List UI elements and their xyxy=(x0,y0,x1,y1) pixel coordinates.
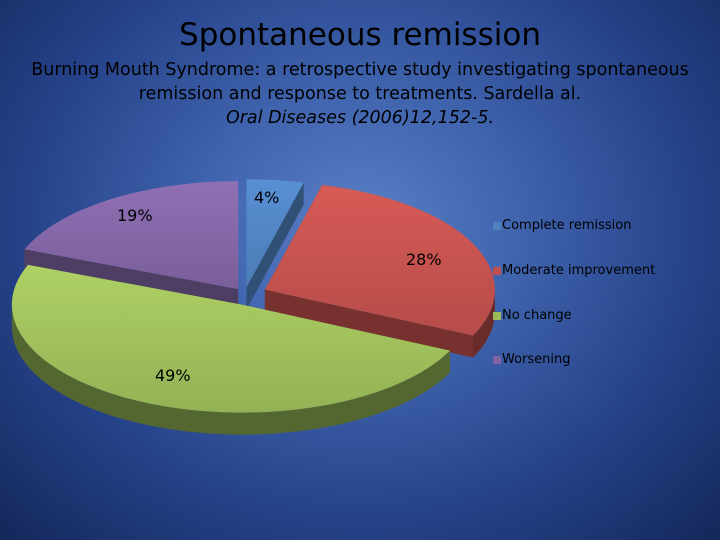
slice-wall xyxy=(11,304,450,435)
legend-item-complete-remission: Complete remission xyxy=(493,218,631,233)
data-label-moderate-improvement: 28% xyxy=(406,250,442,269)
slide-title: Spontaneous remission xyxy=(179,17,541,53)
citation-line-2: remission and response to treatments. Sa… xyxy=(138,84,582,104)
legend-item-no-change: No change xyxy=(493,308,572,323)
slice-side-face xyxy=(246,182,304,310)
legend-label: Complete remission xyxy=(502,218,632,233)
slice-top xyxy=(246,179,304,288)
slice-top xyxy=(24,181,239,290)
legend-swatch xyxy=(493,355,501,364)
legend-label: Worsening xyxy=(502,352,571,367)
legend-item-worsening: Worsening xyxy=(493,352,571,367)
data-label-complete-remission: 4% xyxy=(254,188,280,207)
slice-wall xyxy=(473,289,495,358)
pie-slice-moderate-improvement xyxy=(264,184,495,358)
legend-item-moderate-improvement: Moderate improvement xyxy=(493,263,655,278)
pie-slice-no-change xyxy=(11,264,450,435)
legend-swatch xyxy=(493,311,501,320)
citation: Burning Mouth Syndrome: a retrospective … xyxy=(30,58,690,130)
citation-line-1: Burning Mouth Syndrome: a retrospective … xyxy=(31,60,689,80)
data-label-worsening: 19% xyxy=(117,206,153,225)
legend-label: Moderate improvement xyxy=(502,263,656,278)
data-label-no-change: 49% xyxy=(155,366,191,385)
slice-top xyxy=(264,184,495,336)
slice-side-face xyxy=(264,289,474,358)
slice-top xyxy=(11,264,450,413)
pie-slice-complete-remission xyxy=(246,179,304,310)
legend-swatch xyxy=(493,266,501,275)
legend-label: No change xyxy=(502,308,572,323)
legend-swatch xyxy=(493,221,501,230)
citation-line-3: Oral Diseases (2006)12,152-5. xyxy=(225,108,495,128)
